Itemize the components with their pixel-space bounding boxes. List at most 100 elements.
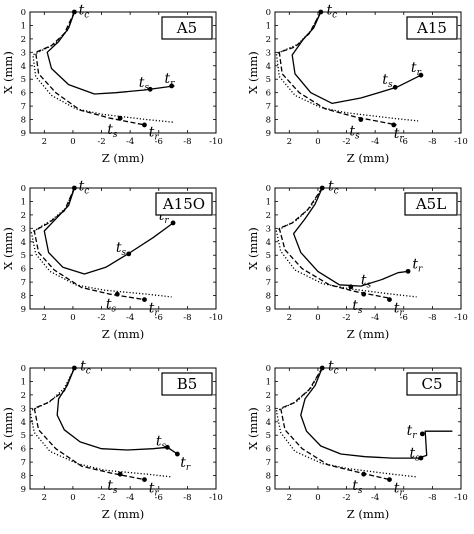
y-tick-label: 4 — [266, 238, 271, 248]
time-label-main: t — [394, 301, 400, 317]
x-tick-label: -6 — [400, 493, 408, 503]
y-tick-label: 0 — [21, 184, 26, 194]
y-axis-title: X (mm) — [246, 407, 260, 450]
time-label-tr: tr — [394, 481, 405, 499]
y-axis-title: X (mm) — [246, 227, 260, 270]
series-line-solid — [291, 11, 422, 105]
y-tick-label: 9 — [21, 485, 26, 495]
x-tick-label: -4 — [126, 313, 134, 323]
x-tick-label: -2 — [342, 493, 350, 503]
time-label-subscript: s — [121, 248, 126, 258]
time-label-main: t — [106, 297, 112, 313]
time-label-tr: tr — [149, 125, 160, 143]
time-label-subscript: s — [144, 83, 149, 93]
series-line-solid — [56, 367, 178, 455]
y-axis-ticks: 0 1 2 3 4 5 6 7 8 9 — [21, 184, 216, 315]
series-line-solid — [46, 11, 175, 95]
marker-ts — [164, 444, 170, 450]
x-tick-label: -8 — [428, 137, 436, 147]
marker-ts — [361, 471, 367, 477]
x-tick-label: -6 — [400, 137, 408, 147]
marker-ts — [358, 117, 364, 122]
x-tick-label: -2 — [97, 137, 105, 147]
series-line-dashed — [280, 367, 390, 481]
y-axis-title: X (mm) — [1, 51, 15, 94]
x-tick-label: -2 — [97, 493, 105, 503]
time-label-ts: ts — [116, 240, 127, 258]
x-tick-label: -8 — [183, 137, 191, 147]
marker-ts — [418, 455, 424, 461]
marker-tr — [387, 477, 392, 482]
x-tick-label: 2 — [42, 137, 47, 147]
x-tick-label: -4 — [371, 313, 379, 323]
x-tick-label: 0 — [315, 493, 320, 503]
y-tick-label: 8 — [266, 472, 271, 482]
marker-tr — [387, 297, 392, 302]
x-axis-title: Z (mm) — [347, 151, 389, 165]
time-label-subscript: r — [399, 134, 404, 144]
time-label-main: t — [139, 75, 145, 91]
time-label-tc: tc — [327, 2, 338, 20]
time-label-main: t — [149, 301, 155, 317]
y-tick-label: 3 — [21, 48, 26, 58]
time-label-main: t — [409, 446, 415, 462]
marker-ts — [392, 84, 398, 90]
y-tick-label: 3 — [21, 224, 26, 234]
marker-ts — [361, 291, 367, 297]
marker-tr — [174, 451, 180, 457]
y-tick-label: 2 — [21, 35, 26, 45]
y-tick-label: 0 — [266, 8, 271, 18]
y-tick-label: 1 — [21, 21, 26, 31]
y-tick-label: 4 — [266, 62, 271, 72]
y-tick-label: 4 — [21, 418, 26, 428]
y-tick-label: 6 — [266, 265, 271, 275]
y-tick-label: 2 — [266, 35, 271, 45]
y-tick-label: 3 — [266, 404, 271, 414]
time-label-subscript: s — [355, 131, 360, 141]
y-tick-label: 5 — [21, 431, 26, 441]
x-tick-label: -10 — [454, 493, 468, 503]
y-tick-label: 7 — [266, 278, 271, 288]
time-label-subscript: r — [417, 68, 422, 78]
x-axis-ticks: 2 0 -2 -4 -6 -8 -10 — [287, 188, 468, 323]
x-tick-label: -10 — [454, 313, 468, 323]
time-label-tr: tr — [180, 455, 191, 473]
time-label-main: t — [80, 358, 86, 374]
time-label-main: t — [79, 2, 85, 18]
y-tick-label: 9 — [266, 485, 271, 495]
plot-frame — [274, 187, 462, 310]
y-tick-label: 3 — [266, 224, 271, 234]
y-tick-label: 5 — [21, 251, 26, 261]
time-label-tc: tc — [79, 2, 90, 20]
y-axis-ticks: 0 1 2 3 4 5 6 7 8 9 — [21, 8, 216, 139]
plot-frame — [29, 367, 217, 490]
time-label-subscript: r — [154, 133, 159, 143]
time-label-subscript: c — [86, 366, 91, 376]
y-tick-label: 1 — [21, 377, 26, 387]
time-label-tr: tr — [149, 301, 160, 319]
x-tick-label: -8 — [428, 313, 436, 323]
time-label-main: t — [352, 478, 358, 494]
time-label-subscript: s — [111, 305, 116, 315]
marker-tr — [169, 83, 175, 89]
y-tick-label: 8 — [266, 116, 271, 126]
time-label-ts: ts — [139, 75, 150, 93]
time-label-tr: tr — [394, 301, 405, 319]
x-tick-label: -4 — [371, 493, 379, 503]
y-tick-label: 8 — [21, 472, 26, 482]
time-label-main: t — [394, 481, 400, 497]
x-tick-label: 0 — [315, 137, 320, 147]
y-tick-label: 0 — [21, 364, 26, 374]
time-label-main: t — [149, 481, 155, 497]
y-tick-label: 6 — [266, 89, 271, 99]
x-tick-label: 0 — [70, 137, 75, 147]
marker-ts — [117, 471, 123, 477]
marker-tr — [419, 431, 425, 437]
panel-label: A15 — [416, 19, 447, 37]
x-tick-label: -4 — [126, 493, 134, 503]
time-label-ts: ts — [107, 478, 118, 496]
time-label-main: t — [394, 126, 400, 142]
